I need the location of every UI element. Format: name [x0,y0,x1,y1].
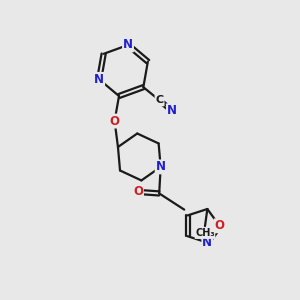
Text: CH₃: CH₃ [195,228,215,239]
Text: N: N [123,38,133,52]
Text: O: O [110,115,120,128]
Text: N: N [156,160,166,173]
Text: N: N [167,104,177,117]
Text: C: C [155,95,164,105]
Text: O: O [133,185,143,199]
Text: O: O [214,219,225,232]
Text: N: N [94,73,104,86]
Text: N: N [202,236,212,249]
